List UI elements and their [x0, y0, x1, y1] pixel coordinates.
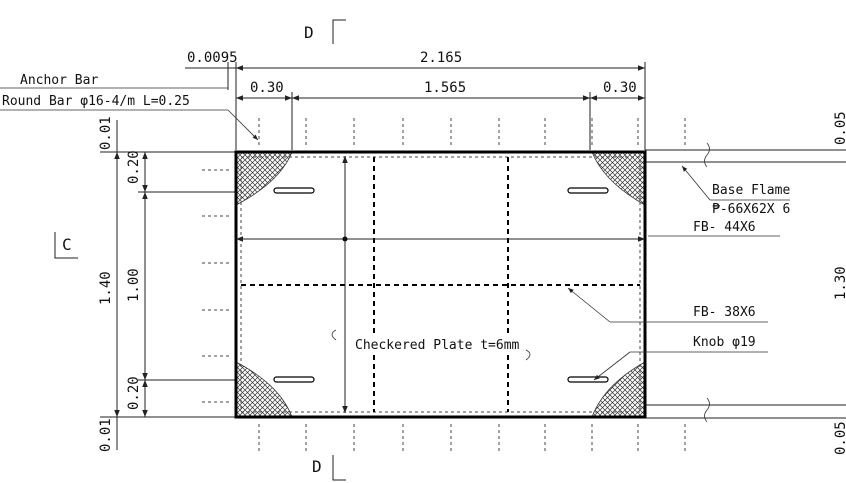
section-mark-top-label: D [304, 23, 314, 42]
anchor-bars-top [258, 118, 686, 146]
anchor-bars-bottom [258, 424, 686, 452]
knobs [273, 187, 609, 383]
round-bar-label: Round Bar φ16-4/m L=0.25 [2, 94, 190, 109]
section-mark-left-label: C [62, 235, 72, 254]
callout-anchor-bar: Anchor Bar Round Bar φ16-4/m L=0.25 [0, 73, 259, 141]
fb38-label: FB- 38X6 [693, 305, 756, 320]
dim-top-gap: 0.01 [98, 116, 114, 150]
section-mark-bottom: D [312, 455, 346, 481]
right-dimensions: 0.05 1.30 0.05 [645, 111, 846, 455]
section-mark-top: D [304, 19, 346, 44]
dim-inner-height: 1.00 [126, 268, 142, 302]
dim-overall-width: 2.165 [420, 50, 462, 66]
dim-edge-right: 0.30 [603, 80, 637, 96]
knob-label: Knob φ19 [693, 335, 756, 350]
dim-overall-height: 1.40 [98, 271, 114, 305]
anchor-bars-left [202, 169, 230, 403]
dim-bottom-gap: 0.01 [98, 418, 114, 452]
left-dimensions: 0.01 0.01 1.40 0.20 1.00 0.20 [98, 116, 236, 452]
dim-offset: 0.0095 [187, 50, 238, 66]
base-flame-label: Base Flame [712, 183, 790, 198]
dim-right-total: 1.30 [833, 266, 846, 300]
top-dimensions: 0.0095 2.165 0.30 1.565 0.30 [185, 50, 646, 150]
callout-fb44: FB- 44X6 [648, 220, 780, 237]
base-flame-spec: ₱-66X62X 6 [712, 202, 790, 217]
callout-knob: Knob φ19 [593, 335, 768, 381]
callout-checkered-plate: Checkered Plate t=6mm [352, 335, 520, 353]
dim-right-top: 0.05 [833, 111, 846, 145]
callout-fb38: FB- 38X6 [567, 287, 768, 323]
section-mark-bottom-label: D [312, 457, 322, 476]
anchor-bar-label: Anchor Bar [20, 73, 98, 88]
plate-frame [234, 150, 647, 419]
callout-base-flame: Base Flame ₱-66X62X 6 [681, 165, 790, 217]
dim-right-bottom: 0.05 [833, 421, 846, 455]
section-mark-left: C [54, 232, 78, 259]
dim-top-band: 0.20 [126, 150, 142, 184]
fb44-label: FB- 44X6 [693, 220, 756, 235]
dim-bottom-band: 0.20 [126, 376, 142, 410]
dim-middle: 1.565 [424, 80, 466, 96]
dim-edge-left: 0.30 [250, 80, 284, 96]
checkered-plate-label: Checkered Plate t=6mm [355, 338, 520, 353]
